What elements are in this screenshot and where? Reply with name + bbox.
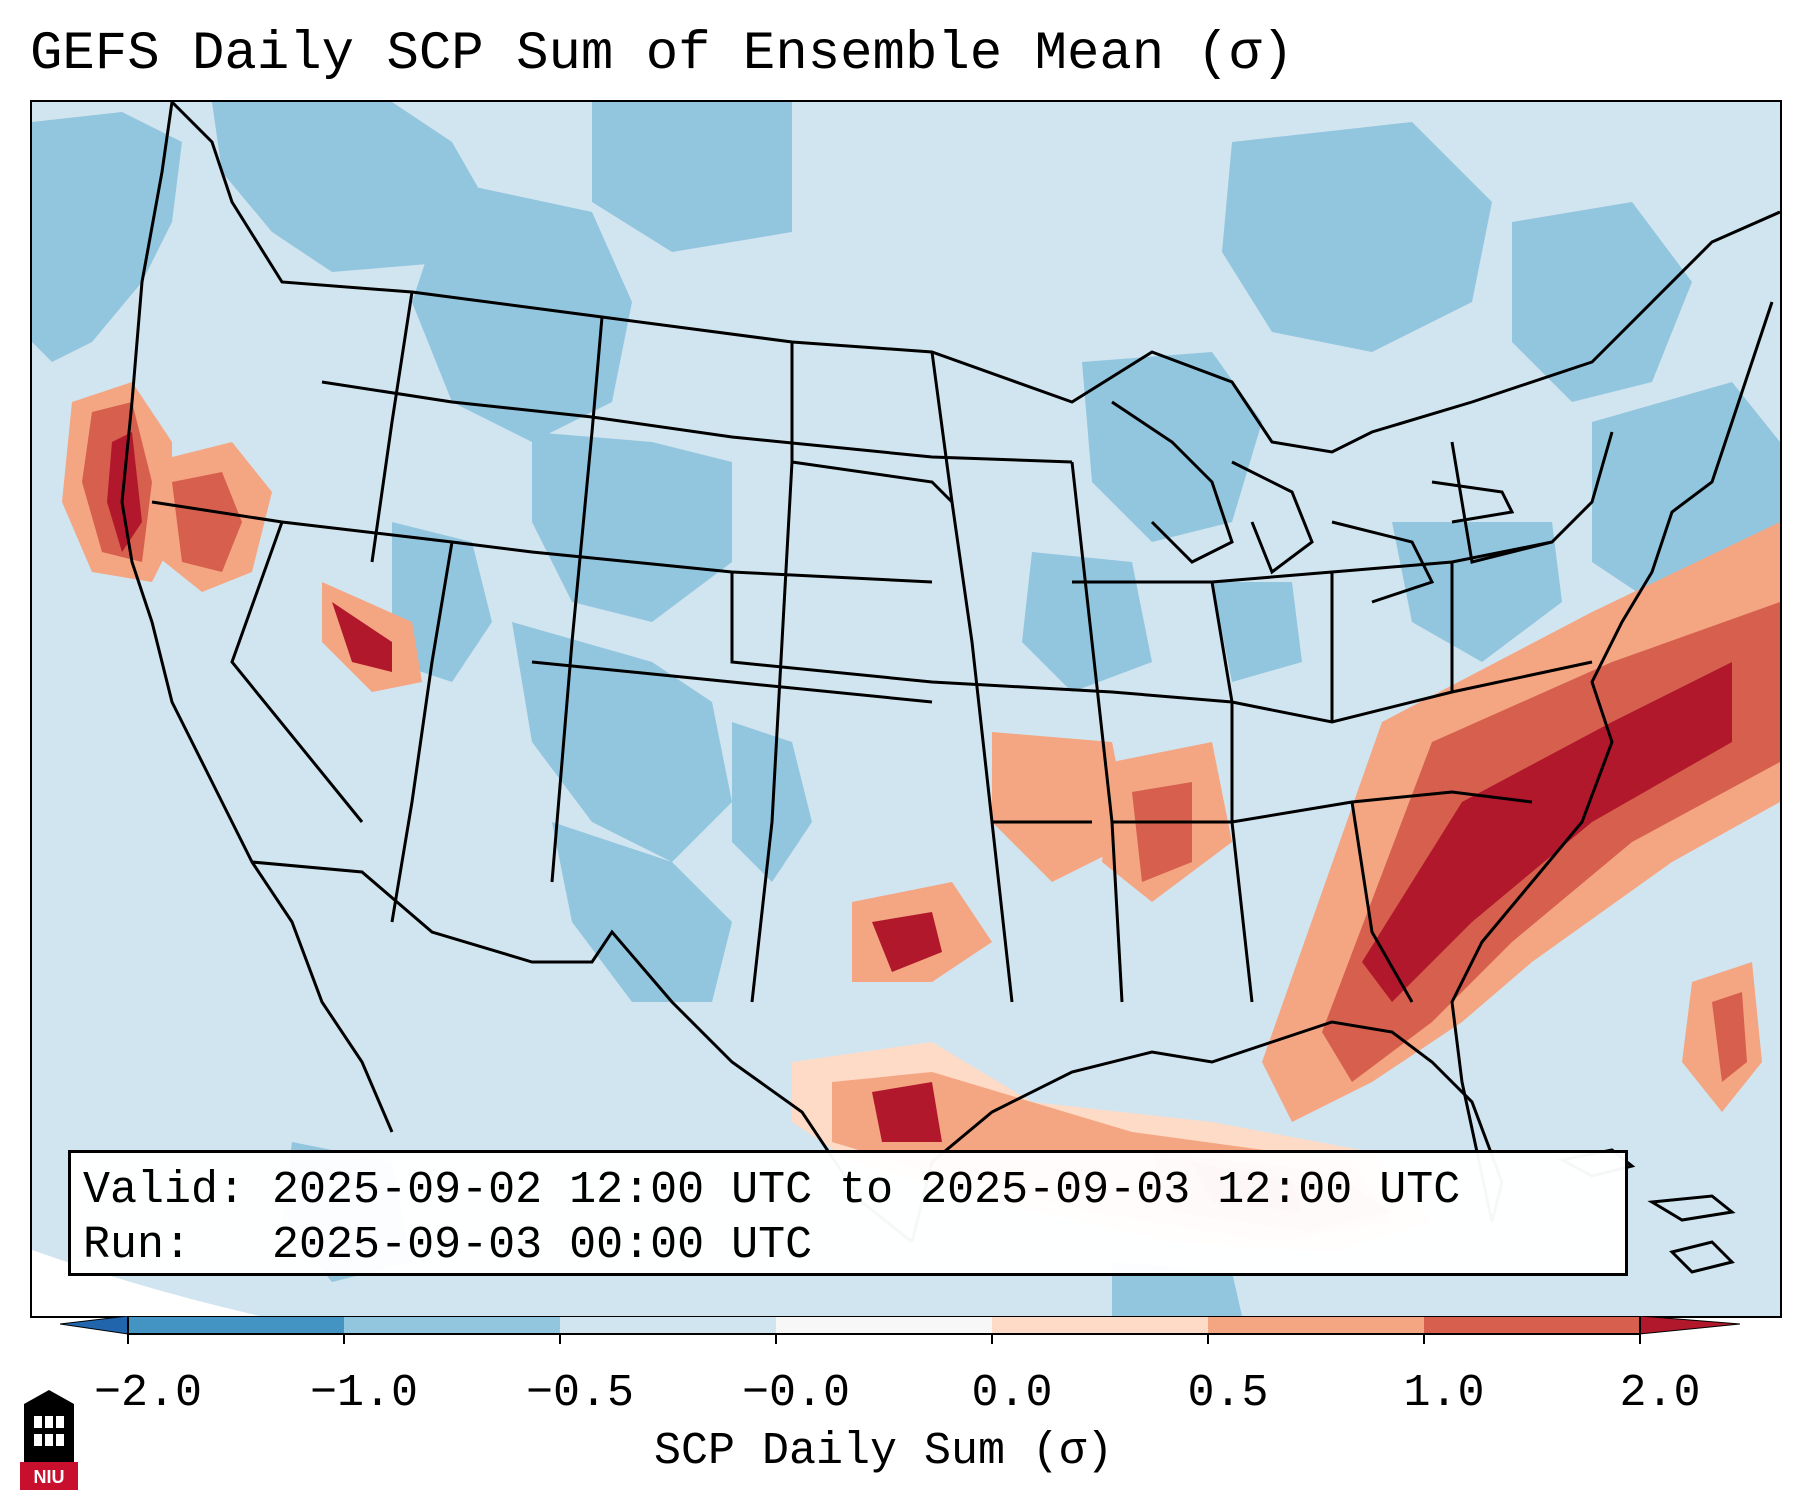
niu-tower-icon: NIU [20, 1390, 78, 1490]
colorbar-segment-0 [128, 1316, 344, 1334]
colorbar-under-arrow [60, 1316, 129, 1335]
run-label: Run: [83, 1220, 192, 1271]
colorbar-segment-4 [992, 1316, 1208, 1334]
colorbar-segment-6 [1424, 1316, 1640, 1334]
colorbar-tick-label: 0.0 [971, 1368, 1053, 1419]
colorbar-outline [127, 1316, 1641, 1335]
colorbar-tick-label: 2.0 [1619, 1368, 1701, 1419]
colorbar-tick-label: −0.0 [741, 1368, 851, 1419]
colorbar-segment-1 [344, 1316, 560, 1334]
colorbar-tick-label: −2.0 [93, 1368, 203, 1419]
boundary-lines [120, 102, 1780, 1244]
colorbar-tick-label: 0.5 [1187, 1368, 1269, 1419]
east-coast [1450, 301, 1774, 1223]
us-mexico-border [251, 860, 913, 1244]
logo-text: NIU [34, 1467, 65, 1487]
map-panel[interactable] [30, 100, 1782, 1318]
colorbar-segment-5 [1208, 1316, 1424, 1334]
colorbar [60, 1316, 1741, 1344]
colorbar-over-arrow [1639, 1316, 1741, 1335]
valid-run-info-box: Valid: 2025-09-02 12:00 UTC to 2025-09-0… [68, 1150, 1628, 1276]
state-lines [151, 291, 1614, 1003]
colorbar-segment-2 [560, 1316, 776, 1334]
colorbar-ticks [127, 1334, 1641, 1344]
colorbar-tick-label: 1.0 [1403, 1368, 1485, 1419]
colorbar-segment-3 [776, 1316, 992, 1334]
colorbar-tick-label: −1.0 [309, 1368, 419, 1419]
map-title: GEFS Daily SCP Sum of Ensemble Mean (σ) [30, 24, 1294, 85]
us-west-coast [120, 102, 394, 1133]
great-lakes [1111, 400, 1515, 604]
colorbar-tick-label: −0.5 [525, 1368, 635, 1419]
colorbar-label: SCP Daily Sum (σ) [654, 1426, 1114, 1477]
valid-line: Valid: 2025-09-02 12:00 UTC to 2025-09-0… [83, 1163, 1613, 1218]
valid-value: 2025-09-02 12:00 UTC to 2025-09-03 12:00… [272, 1165, 1461, 1216]
gulf-coast [910, 1020, 1504, 1243]
run-value: 2025-09-03 00:00 UTC [272, 1220, 813, 1271]
run-line: Run: 2025-09-03 00:00 UTC [83, 1218, 1613, 1273]
map-canvas [32, 102, 1780, 1316]
valid-label: Valid: [83, 1165, 246, 1216]
canada-border [170, 102, 1780, 454]
